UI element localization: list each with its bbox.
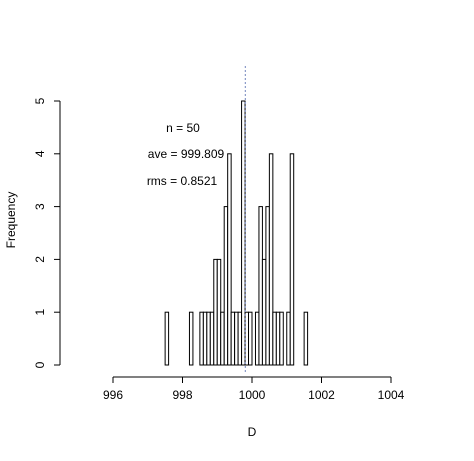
bar (227, 153, 232, 366)
y-tick-label: 1 (33, 309, 47, 316)
y-tick-label: 4 (33, 150, 47, 157)
bar (272, 311, 277, 366)
bar (234, 311, 239, 366)
y-tick-label: 5 (33, 97, 47, 104)
annotation: n = 50 (166, 121, 200, 135)
bar (268, 153, 274, 366)
bar (254, 311, 260, 366)
bar (303, 311, 309, 366)
bar (206, 311, 211, 366)
bar (261, 258, 267, 366)
bar (241, 100, 246, 366)
bar (209, 311, 215, 366)
bar (275, 311, 281, 366)
bar (213, 258, 218, 366)
bar (220, 311, 225, 366)
bar (164, 311, 170, 366)
bar (216, 258, 222, 366)
x-tick-label: 998 (172, 388, 192, 402)
x-tick-label: 996 (103, 388, 123, 402)
bar (199, 311, 204, 366)
bar (223, 206, 229, 366)
bar (289, 153, 295, 366)
bar (258, 206, 263, 366)
bar (279, 311, 284, 366)
bar (248, 311, 253, 366)
x-tick-label: 1002 (308, 388, 335, 402)
bar (286, 311, 291, 366)
bar (230, 311, 236, 366)
y-tick-label: 0 (33, 361, 47, 368)
bar (188, 311, 194, 366)
bar (265, 206, 270, 366)
bar (202, 311, 208, 366)
x-tick-label: 1000 (239, 388, 266, 402)
y-tick-label: 2 (33, 256, 47, 263)
annotation: rms = 0.8521 (147, 174, 218, 188)
annotation: ave = 999.809 (148, 147, 225, 161)
y-tick-label: 3 (33, 203, 47, 210)
x-tick-label: 1004 (378, 388, 405, 402)
bar (237, 311, 243, 366)
x-axis-label: D (248, 425, 257, 439)
y-axis-label: Frequency (4, 192, 18, 249)
